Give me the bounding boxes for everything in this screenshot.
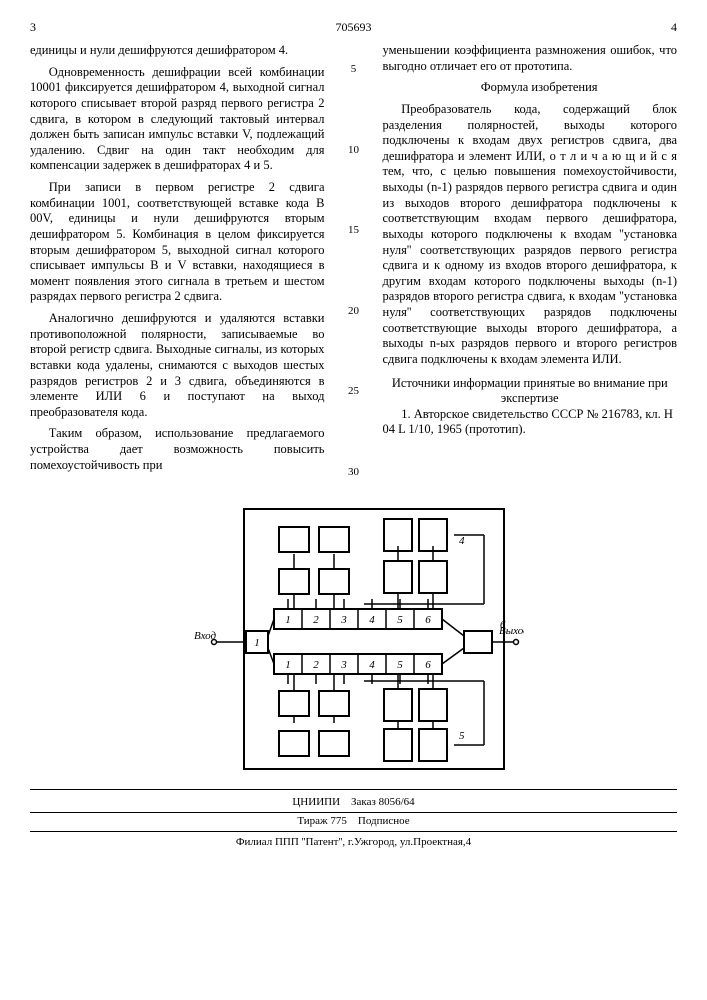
- footer-org: ЦНИИПИ: [292, 796, 340, 808]
- line-num: 25: [345, 385, 363, 399]
- source-item: 1. Авторское свидетельство СССР № 216783…: [383, 407, 678, 438]
- svg-text:1: 1: [285, 659, 291, 671]
- footer-line-1: ЦНИИПИ Заказ 8056/64: [30, 794, 677, 813]
- svg-text:6: 6: [425, 614, 431, 626]
- page-header: 3 705693 4: [30, 20, 677, 35]
- svg-text:1: 1: [285, 614, 291, 626]
- sources-title: Источники информации принятые во внимани…: [383, 376, 678, 407]
- svg-text:4: 4: [369, 614, 375, 626]
- footer-tirage: Тираж 775: [297, 815, 347, 827]
- svg-text:4: 4: [459, 535, 465, 547]
- line-num: 20: [345, 305, 363, 319]
- line-number-gutter: 5 10 15 20 25 30: [345, 43, 363, 479]
- line-num: 15: [345, 224, 363, 238]
- text-columns: единицы и нули дешифруются дешифратором …: [30, 43, 677, 479]
- para: Таким образом, использование предлагаемо…: [30, 426, 325, 473]
- svg-text:5: 5: [397, 659, 403, 671]
- footer-sub: Подписное: [358, 815, 410, 827]
- formula-title: Формула изобретения: [383, 80, 678, 96]
- svg-text:1: 1: [254, 637, 260, 649]
- line-num: 5: [345, 63, 363, 77]
- page-num-left: 3: [30, 20, 36, 35]
- svg-text:3: 3: [340, 614, 347, 626]
- para: При записи в первом регистре 2 сдвига ко…: [30, 180, 325, 305]
- footer: ЦНИИПИ Заказ 8056/64 Тираж 775 Подписное…: [30, 789, 677, 849]
- para: единицы и нули дешифруются дешифратором …: [30, 43, 325, 59]
- footer-line-2: Тираж 775 Подписное: [30, 813, 677, 832]
- right-column: уменьшении коэффициента размножения ошиб…: [383, 43, 678, 479]
- circuit-diagram: 1234561234561645ВходВыход: [184, 499, 524, 779]
- svg-text:Вход: Вход: [194, 630, 217, 642]
- left-column: единицы и нули дешифруются дешифратором …: [30, 43, 325, 479]
- svg-text:6: 6: [425, 659, 431, 671]
- svg-text:5: 5: [397, 614, 403, 626]
- svg-text:4: 4: [369, 659, 375, 671]
- svg-text:2: 2: [313, 614, 319, 626]
- svg-text:5: 5: [459, 730, 465, 742]
- para: уменьшении коэффициента размножения ошиб…: [383, 43, 678, 74]
- footer-address: Филиал ППП ''Патент'', г.Ужгород, ул.Про…: [30, 832, 677, 850]
- doc-number: 705693: [336, 20, 372, 35]
- footer-order: Заказ 8056/64: [351, 796, 415, 808]
- para: Одновременность дешифрации всей комбинац…: [30, 65, 325, 174]
- svg-text:2: 2: [313, 659, 319, 671]
- svg-text:Выход: Выход: [499, 625, 524, 637]
- claim: Преобразователь кода, содержащий блок ра…: [383, 102, 678, 368]
- line-num: 10: [345, 144, 363, 158]
- line-num: 30: [345, 466, 363, 480]
- sources-block: Источники информации принятые во внимани…: [383, 376, 678, 439]
- svg-text:3: 3: [340, 659, 347, 671]
- page-num-right: 4: [671, 20, 677, 35]
- para: Аналогично дешифруются и удаляются встав…: [30, 311, 325, 420]
